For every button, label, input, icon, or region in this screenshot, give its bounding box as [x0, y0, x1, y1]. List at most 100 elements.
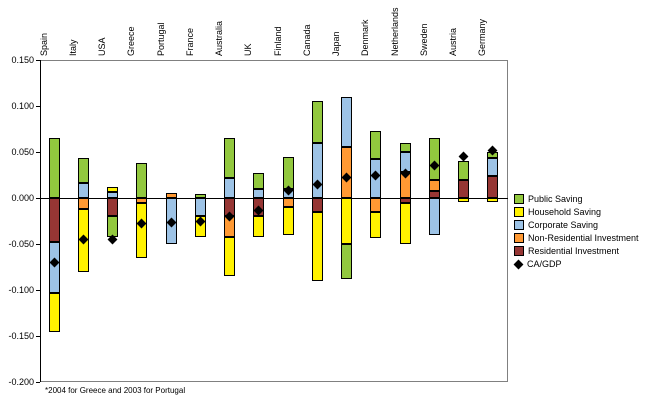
- legend-item-non-residential-investment: Non-Residential Investment: [514, 233, 639, 243]
- y-axis-tick: [36, 244, 40, 245]
- bar-segment-usa-household-saving: [107, 186, 118, 192]
- x-axis-label-canada: Canada: [302, 24, 312, 56]
- x-axis-label-usa: USA: [97, 37, 107, 56]
- x-axis-label-finland: Finland: [273, 26, 283, 56]
- y-axis-tick: [36, 60, 40, 61]
- bar-segment-germany-residential-investment: [487, 175, 498, 198]
- diamond-icon: [513, 259, 524, 269]
- y-axis-tick-label: 0.050: [11, 147, 34, 157]
- bar-segment-sweden-residential-investment: [429, 190, 440, 198]
- legend-item-corporate-saving: Corporate Saving: [514, 220, 639, 230]
- legend-item-household-saving: Household Saving: [514, 207, 639, 217]
- y-axis-tick: [36, 382, 40, 383]
- bar-segment-uk-household-saving: [253, 216, 264, 237]
- y-axis-tick-label: -0.100: [8, 285, 34, 295]
- legend-label: Non-Residential Investment: [528, 233, 639, 243]
- bar-segment-france-public-saving: [195, 194, 206, 198]
- bar-segment-japan-corporate-saving: [341, 96, 352, 148]
- bar-segment-finland-public-saving: [283, 156, 294, 189]
- y-axis-tick-label: -0.200: [8, 377, 34, 387]
- bar-segment-greece-public-saving: [136, 163, 147, 198]
- y-axis-tick-label: -0.150: [8, 331, 34, 341]
- bar-segment-australia-corporate-saving: [224, 177, 235, 198]
- y-axis-tick-label: 0.100: [11, 101, 34, 111]
- bar-segment-netherlands-public-saving: [400, 142, 411, 152]
- bar-segment-portugal-non-residential-investment: [166, 193, 177, 198]
- y-axis-line: [40, 60, 41, 382]
- bar-segment-uk-corporate-saving: [253, 188, 264, 198]
- legend: Public Saving Household Saving Corporate S…: [513, 194, 639, 272]
- bar-segment-austria-public-saving: [458, 161, 469, 180]
- x-axis-label-spain: Spain: [39, 32, 49, 56]
- legend-item-residential-investment: Residential Investment: [514, 246, 639, 256]
- y-axis-tick: [36, 290, 40, 291]
- bar-segment-italy-corporate-saving: [78, 183, 89, 198]
- bar-segment-denmark-household-saving: [370, 211, 381, 238]
- x-axis-label-netherlands: Netherlands: [390, 7, 400, 56]
- bar-segment-canada-corporate-saving: [312, 142, 323, 198]
- bar-segment-sweden-public-saving: [429, 138, 440, 180]
- bar-segment-canada-household-saving: [312, 211, 323, 281]
- bar-segment-finland-household-saving: [283, 207, 294, 235]
- bar-segment-france-corporate-saving: [195, 198, 206, 217]
- y-axis-tick: [36, 106, 40, 107]
- bar-segment-italy-public-saving: [78, 158, 89, 184]
- y-axis-tick: [36, 152, 40, 153]
- bar-segment-germany-corporate-saving: [487, 157, 498, 176]
- x-axis-label-australia: Australia: [214, 20, 224, 56]
- bar-segment-finland-non-residential-investment: [283, 198, 294, 208]
- bar-segment-spain-residential-investment: [49, 198, 60, 243]
- legend-label: CA/GDP: [527, 259, 562, 269]
- bar-segment-denmark-non-residential-investment: [370, 198, 381, 212]
- bar-segment-sweden-non-residential-investment: [429, 179, 440, 191]
- bar-segment-usa-corporate-saving: [107, 191, 118, 198]
- bar-segment-japan-public-saving: [341, 244, 352, 279]
- bar-segment-japan-non-residential-investment: [341, 147, 352, 198]
- bar-segment-spain-corporate-saving: [49, 242, 60, 293]
- bar-segment-austria-residential-investment: [458, 179, 469, 198]
- bar-segment-canada-public-saving: [312, 101, 323, 143]
- zero-line: [40, 198, 508, 199]
- chart-footnote: *2004 for Greece and 2003 for Portugal: [45, 386, 186, 395]
- bar-segment-spain-household-saving: [49, 292, 60, 333]
- y-axis-tick: [36, 336, 40, 337]
- x-axis-label-japan: Japan: [331, 31, 341, 56]
- x-axis-label-greece: Greece: [126, 26, 136, 56]
- x-axis-label-austria: Austria: [448, 27, 458, 56]
- y-axis-tick-label: 0.150: [11, 55, 34, 65]
- x-axis-label-germany: Germany: [477, 18, 487, 56]
- bar-segment-australia-household-saving: [224, 236, 235, 277]
- bar-segment-greece-household-saving: [136, 202, 147, 258]
- x-axis-label-portugal: Portugal: [156, 22, 166, 56]
- bar-segment-sweden-corporate-saving: [429, 198, 440, 235]
- legend-label: Residential Investment: [528, 246, 620, 256]
- legend-item-ca-gdp: CA/GDP: [513, 259, 639, 269]
- legend-swatch-non-residential-investment: [514, 233, 524, 243]
- x-axis-label-denmark: Denmark: [360, 19, 370, 56]
- bar-segment-spain-public-saving: [49, 138, 60, 198]
- bar-segment-netherlands-household-saving: [400, 202, 411, 244]
- bar-segment-usa-residential-investment: [107, 198, 118, 217]
- x-axis-label-uk: UK: [243, 43, 253, 56]
- x-axis-label-italy: Italy: [68, 39, 78, 56]
- legend-item-public-saving: Public Saving: [514, 194, 639, 204]
- bar-segment-canada-residential-investment: [312, 198, 323, 212]
- y-axis-tick: [36, 198, 40, 199]
- y-axis-tick-label: -0.050: [8, 239, 34, 249]
- bar-segment-denmark-public-saving: [370, 130, 381, 160]
- legend-swatch-residential-investment: [514, 246, 524, 256]
- bar-segment-uk-public-saving: [253, 173, 264, 189]
- legend-swatch-corporate-saving: [514, 220, 524, 230]
- legend-label: Household Saving: [528, 207, 602, 217]
- legend-label: Public Saving: [528, 194, 583, 204]
- legend-swatch-household-saving: [514, 207, 524, 217]
- bar-segment-australia-public-saving: [224, 138, 235, 178]
- x-axis-label-france: France: [185, 27, 195, 56]
- legend-label: Corporate Saving: [528, 220, 599, 230]
- bar-segment-japan-household-saving: [341, 198, 352, 244]
- bar-segment-italy-non-residential-investment: [78, 198, 89, 210]
- legend-swatch-public-saving: [514, 194, 524, 204]
- x-axis-label-sweden: Sweden: [419, 23, 429, 56]
- y-axis-tick-label: 0.000: [11, 193, 34, 203]
